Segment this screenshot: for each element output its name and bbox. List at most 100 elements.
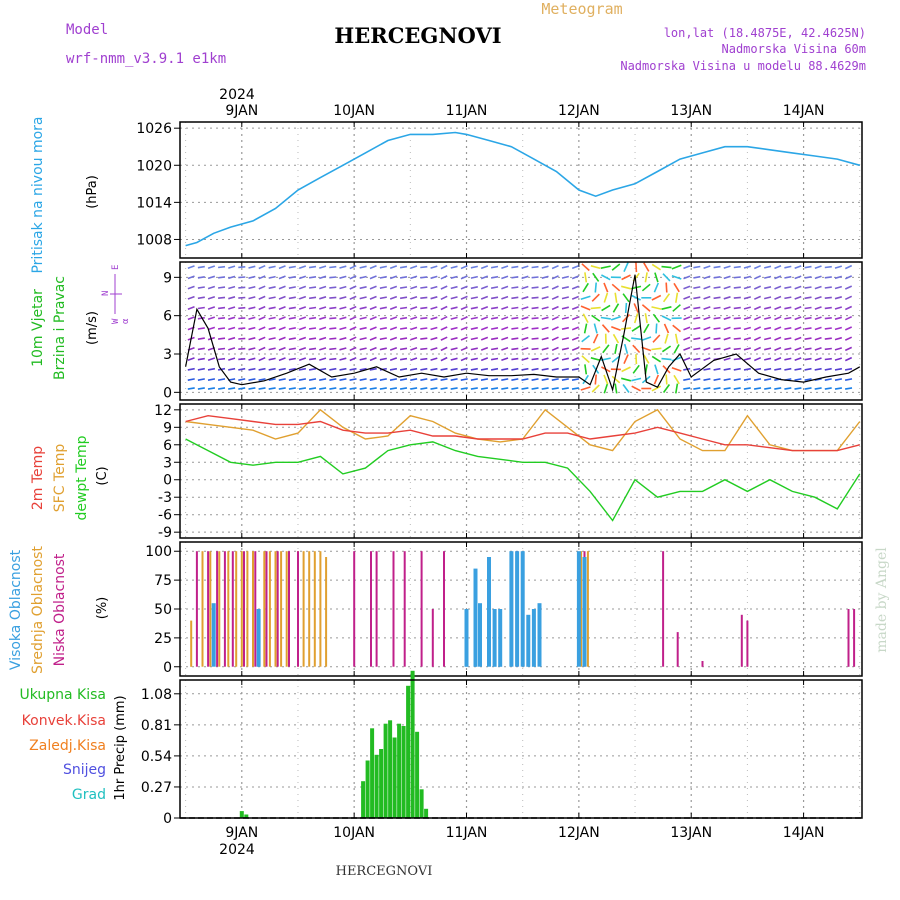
wind-arrow: [582, 282, 589, 293]
elevation-text: Nadmorska Visina 60m: [722, 42, 867, 56]
wind-arrow: [450, 337, 458, 341]
wind-arrow: [631, 377, 642, 382]
wind-arrow: [651, 306, 662, 310]
wind-arrow: [612, 303, 620, 313]
wind-arrow: [804, 357, 812, 361]
wind-arrow: [622, 384, 630, 393]
wind-arrow: [480, 275, 489, 280]
wind-arrow: [349, 275, 357, 280]
wind-arrow: [743, 316, 752, 320]
wind-arrow: [661, 315, 672, 322]
wind-arrow: [584, 364, 588, 375]
wind-arrow: [450, 347, 458, 351]
wind-arrow: [430, 367, 438, 371]
wind-arrow: [238, 317, 246, 320]
wind-arrow: [298, 346, 307, 351]
wind-arrow: [197, 316, 205, 320]
wind-arrow: [672, 304, 681, 312]
wind-arrow: [632, 364, 640, 374]
cloud-bar: [235, 551, 238, 667]
wind-arrow: [693, 316, 701, 320]
wind-arrow: [480, 336, 489, 341]
wind-arrow: [561, 367, 569, 371]
wind-arrow: [531, 306, 539, 310]
wind-arrow: [258, 387, 266, 390]
wind-arrow: [693, 296, 701, 300]
wind-arrow: [308, 337, 317, 340]
wind-arrow: [490, 327, 499, 330]
wind-arrow: [643, 323, 650, 334]
precip-ytick-label: 0.27: [141, 780, 172, 796]
wind-arrow: [399, 316, 408, 320]
wind-arrow: [450, 326, 458, 331]
wind-arrow: [187, 306, 195, 310]
cloud-bar: [375, 551, 378, 667]
wind-panel: 0 3 6 9: [163, 261, 863, 401]
wind-arrow: [339, 296, 347, 300]
wind-arrow: [641, 283, 651, 292]
wind-arrow: [824, 357, 832, 361]
temp-ytick-label: 12: [154, 403, 172, 419]
wind-arrow: [248, 367, 256, 371]
cloud-bar: [209, 551, 212, 667]
temp-ytick-label: -9: [158, 525, 172, 541]
wind-arrow: [541, 306, 549, 310]
wind-arrow: [308, 367, 317, 371]
wind-arrow: [804, 265, 812, 269]
wind-arrow: [440, 315, 448, 321]
precip-bar: [419, 789, 424, 819]
wind-arrow: [541, 387, 549, 390]
cloud-ytick-label: 0: [163, 660, 172, 676]
wind-arrow: [814, 336, 822, 341]
wind-arrow: [238, 387, 246, 390]
wind-arrow: [743, 326, 752, 331]
wind-arrow: [623, 262, 629, 273]
wind-arrow: [319, 347, 327, 351]
wind-arrow: [470, 347, 478, 351]
cloud-bar: [325, 557, 328, 667]
wind-arrow: [651, 385, 662, 392]
wind-arrow: [551, 387, 559, 390]
wind-arrow: [278, 378, 286, 381]
wind-arrow: [399, 296, 408, 300]
wind-arrow: [501, 387, 509, 390]
temp-plot-area: [180, 404, 862, 538]
wind-arrow: [784, 347, 792, 351]
wind-arrow: [258, 295, 266, 300]
wind-arrow: [774, 285, 782, 290]
wind-arrow: [834, 336, 843, 341]
wind-arrow: [298, 265, 307, 270]
wind-arrow: [551, 367, 559, 371]
wind-arrow: [794, 275, 802, 280]
wind-arrow: [655, 323, 658, 334]
wind-arrow: [430, 387, 438, 390]
cloud-bar: [370, 551, 372, 667]
wind-arrow: [511, 265, 519, 269]
wind-arrow: [278, 326, 286, 331]
wind-arrow: [794, 357, 802, 362]
wind-arrow: [551, 326, 559, 331]
cloud-ylabel-high: Visoka Oblacnost: [8, 549, 24, 670]
wind-arrow: [834, 306, 843, 310]
wind-arrow: [733, 337, 741, 340]
wind-arrow: [470, 337, 478, 341]
wind-arrow: [814, 378, 822, 381]
wind-arrow: [298, 285, 307, 290]
wind-arrow: [764, 378, 772, 381]
wind-arrow: [258, 305, 266, 311]
top-x-axis: 9JAN 10JAN 11JAN 12JAN 13JAN 14JAN: [225, 103, 824, 119]
wind-arrow: [420, 387, 428, 390]
wind-arrow: [308, 387, 317, 390]
wind-arrow: [584, 272, 588, 283]
wind-arrow: [470, 286, 478, 290]
wind-arrow: [571, 275, 579, 280]
wind-arrow: [430, 285, 438, 290]
wind-arrow: [774, 326, 782, 331]
wind-arrow: [197, 306, 205, 310]
precip-legend-snow: Snijeg: [63, 762, 106, 778]
wind-arrow: [652, 313, 661, 323]
wind-arrow: [733, 276, 741, 279]
wind-arrow: [501, 275, 509, 280]
wind-arrow: [541, 347, 549, 351]
cloud-bar: [231, 551, 234, 667]
